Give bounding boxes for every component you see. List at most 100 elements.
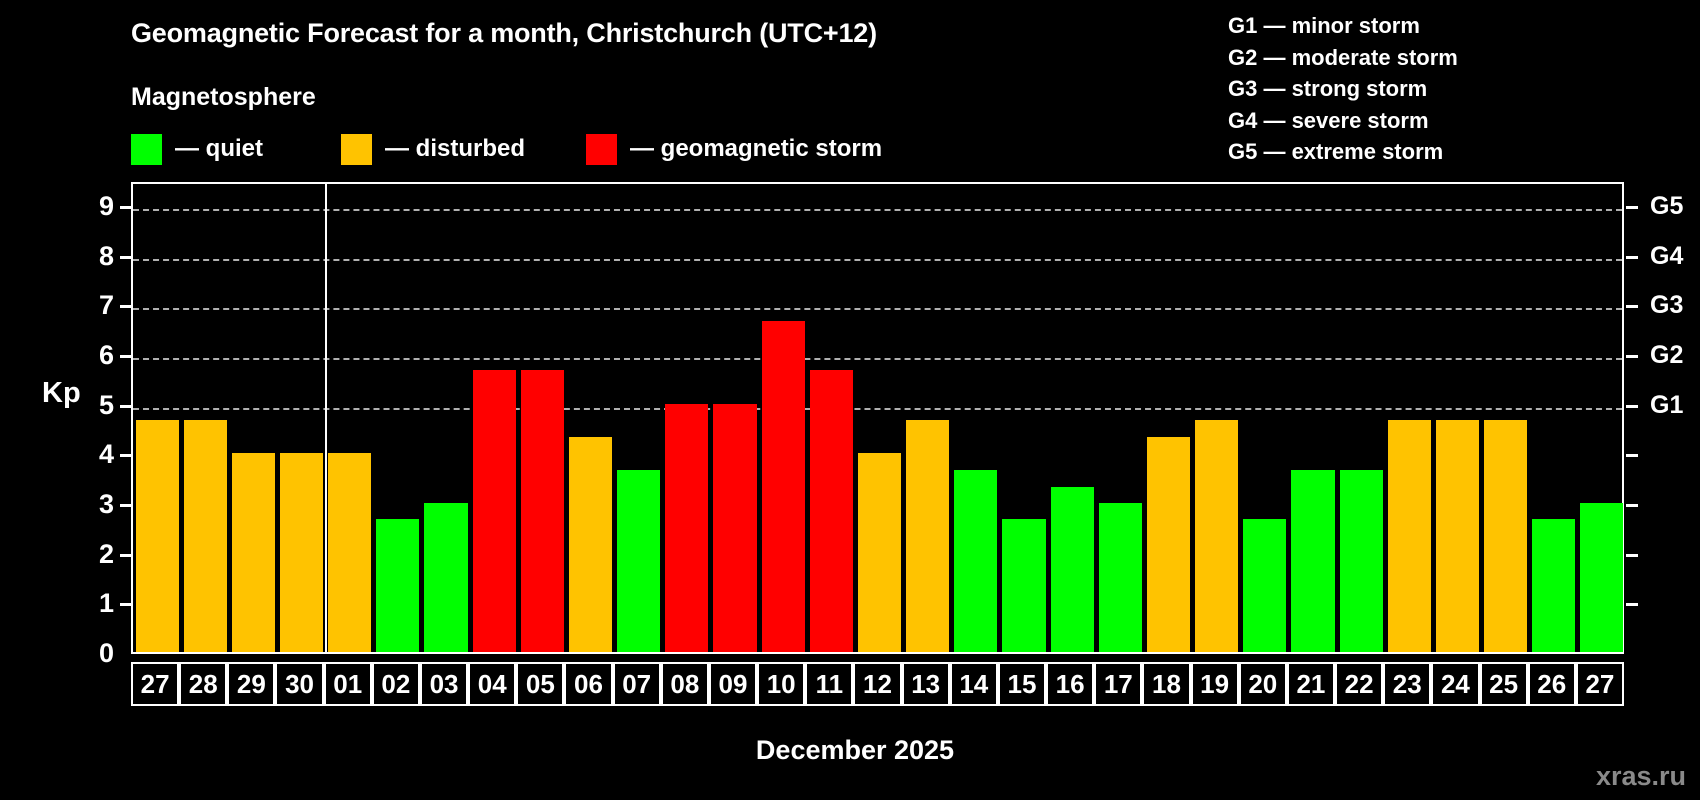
g-tick-mark-G5	[1626, 205, 1638, 209]
date-cell-13: 10	[757, 664, 806, 704]
g-legend-row-2: G2 — moderate storm	[1228, 44, 1458, 70]
bar-17	[1098, 502, 1142, 652]
bar-20	[1243, 519, 1287, 652]
date-cell-26: 23	[1383, 664, 1432, 704]
date-cell-6: 03	[419, 664, 469, 704]
gridline-kp-5	[133, 407, 1622, 410]
y-tick-mark-5	[120, 404, 131, 408]
g-tick-label-G5: G5	[1650, 191, 1684, 220]
date-cell-5: 02	[371, 664, 420, 704]
y-tick-label-4: 4	[98, 439, 114, 470]
g-tick-mark-minor-1	[1626, 603, 1638, 607]
bar-24	[1435, 419, 1479, 652]
y-tick-mark-3	[120, 503, 131, 507]
y-tick-mark-8	[120, 255, 131, 259]
g-scale-legend: G1 — minor storm G2 — moderate storm G3 — …	[1228, 10, 1458, 168]
legend-entry-quiet: — quiet	[131, 132, 263, 166]
date-cell-30: 27	[1575, 664, 1624, 704]
legend-swatch-storm-icon	[586, 133, 617, 165]
bar-10	[761, 320, 805, 652]
g-legend-row-5: G5 — extreme storm	[1228, 139, 1444, 164]
bar-09	[713, 403, 757, 652]
legend-swatch-disturbed-icon	[341, 133, 372, 165]
bar-26	[1532, 519, 1576, 652]
gridline-kp-8	[133, 258, 1622, 261]
date-cell-7: 04	[468, 664, 517, 704]
g-tick-mark-minor-3	[1626, 503, 1638, 507]
g-tick-mark-minor-2	[1626, 553, 1638, 557]
bar-16	[1050, 486, 1094, 652]
date-cell-2: 29	[227, 664, 276, 704]
legend-label-storm: — geomagnetic storm	[630, 135, 883, 162]
y-tick-mark-4	[120, 454, 131, 458]
g-tick-mark-G4	[1626, 255, 1638, 259]
date-cell-0: 27	[131, 664, 180, 704]
bar-08	[665, 403, 709, 652]
g-tick-label-G4: G4	[1650, 241, 1684, 270]
y-tick-label-3: 3	[98, 488, 114, 519]
bar-23	[1387, 419, 1431, 652]
date-cell-14: 11	[805, 664, 854, 704]
y-tick-mark-2	[120, 553, 131, 557]
period-divider	[324, 184, 327, 652]
bar-15	[1002, 519, 1046, 652]
bar-12	[857, 453, 902, 652]
date-cell-22: 19	[1190, 664, 1239, 704]
date-cell-8: 05	[516, 664, 565, 704]
month-label: December 2025	[755, 735, 955, 765]
bar-18	[1146, 436, 1191, 652]
y-tick-mark-9	[120, 205, 131, 209]
bar-21	[1291, 469, 1335, 652]
g-tick-mark-minor-4	[1626, 454, 1638, 458]
date-cell-16: 13	[901, 664, 950, 704]
bar-05	[520, 370, 564, 652]
y-tick-label-0: 0	[98, 638, 114, 668]
bar-27	[1580, 502, 1624, 652]
y-tick-label-6: 6	[98, 339, 114, 370]
g-legend-row-1: G1 — minor storm	[1228, 13, 1420, 38]
date-cell-27: 24	[1431, 664, 1480, 704]
bar-06	[568, 436, 613, 652]
y-tick-label-1: 1	[98, 588, 114, 619]
bar-02	[376, 519, 420, 652]
date-cell-20: 17	[1094, 664, 1143, 704]
y-tick-mark-6	[120, 354, 131, 358]
y-tick-label-9: 9	[98, 190, 114, 221]
y-tick-label-7: 7	[98, 290, 114, 321]
g-tick-mark-G2	[1626, 354, 1638, 358]
bars-layer	[133, 184, 1624, 652]
bar-03	[424, 502, 468, 652]
date-cell-21: 18	[1142, 664, 1191, 704]
bar-25	[1484, 419, 1528, 652]
watermark: xras.ru	[1595, 761, 1686, 791]
date-cell-15: 12	[853, 664, 902, 704]
gridline-kp-9	[133, 208, 1622, 211]
date-cell-3: 30	[275, 664, 324, 704]
g-tick-label-G3: G3	[1650, 291, 1684, 320]
legend-label-quiet: — quiet	[175, 135, 263, 162]
bar-28	[183, 419, 227, 652]
y-tick-label-2: 2	[98, 538, 114, 569]
legend-entry-disturbed: — disturbed	[341, 132, 525, 166]
date-cell-17: 14	[949, 664, 998, 704]
y-tick-label-8: 8	[98, 240, 114, 271]
date-cell-12: 09	[708, 664, 758, 704]
y-tick-label-5: 5	[98, 389, 114, 420]
bar-14	[954, 469, 998, 652]
bar-27	[135, 419, 179, 652]
g-tick-mark-G1	[1626, 404, 1638, 408]
legend-entry-storm: — geomagnetic storm	[586, 132, 882, 166]
date-cell-10: 07	[612, 664, 661, 704]
magnetosphere-label: Magnetosphere	[131, 83, 316, 111]
y-tick-mark-7	[120, 305, 131, 309]
date-cell-4: 01	[323, 664, 372, 704]
bar-22	[1339, 469, 1383, 652]
date-cell-1: 28	[179, 664, 228, 704]
bar-30	[279, 453, 324, 652]
plot-area	[131, 182, 1624, 654]
date-axis: 27 28 29 30 01 02 03 04 05 06 07 08 09 10 11 12 13 14 15 16…	[131, 662, 1624, 706]
date-cell-18: 15	[997, 664, 1047, 704]
g-tick-mark-G3	[1626, 305, 1638, 309]
gridline-kp-6	[133, 357, 1622, 360]
